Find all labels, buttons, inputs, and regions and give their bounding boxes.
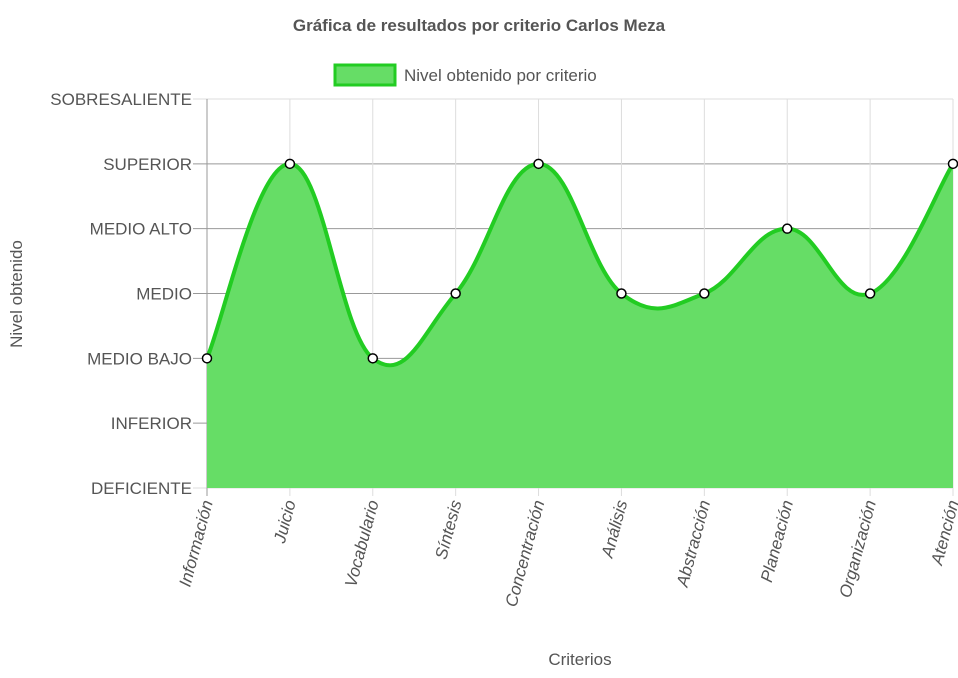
series-line [205,161,955,368]
x-tick-label: Abstracción [673,498,715,590]
y-tick-label: SUPERIOR [103,155,192,174]
data-point-2[interactable] [367,353,379,364]
x-tick-label: Análisis [598,498,632,561]
y-tick-label: MEDIO [136,285,192,304]
data-points[interactable] [201,158,958,364]
data-point-8[interactable] [864,288,876,299]
y-axis-title: Nivel obtenido [7,240,26,348]
y-tick-label: DEFICIENTE [91,479,192,498]
data-point-4[interactable] [533,158,544,170]
y-tick-label: MEDIO BAJO [87,349,192,368]
data-point-3[interactable] [450,288,461,299]
x-tick-label: Síntesis [432,498,466,562]
x-tick-label: Concentración [502,498,549,609]
x-axis-title: Criterios [548,650,611,669]
data-point-0[interactable] [201,353,213,364]
data-point-1[interactable] [284,158,296,170]
y-tick-label: INFERIOR [111,414,192,433]
legend-swatch[interactable] [333,63,397,87]
y-tick-label: SOBRESALIENTE [50,90,192,109]
data-point-7[interactable] [781,223,793,234]
y-tick-label: MEDIO ALTO [90,220,192,239]
y-axis-ticks: DEFICIENTE INFERIOR MEDIO BAJO MEDIO MEDIO A… [50,90,192,498]
chart-title: Gráfica de resultados por criterio Carlo… [293,16,666,35]
x-tick-label: Vocabulario [341,498,382,589]
x-tick-label: Organización [836,498,880,600]
x-tick-label: Atención [927,498,958,568]
data-point-5[interactable] [616,288,627,299]
area-series [205,161,955,488]
x-tick-label: Información [176,498,217,589]
x-tick-label: Juicio [270,498,300,546]
data-point-6[interactable] [699,288,710,299]
x-axis-ticks: Información Juicio Vocabulario Síntesis Conc… [176,498,958,609]
legend[interactable]: Nivel obtenido por criterio [333,63,597,87]
x-tick-label: Planeación [757,498,797,584]
area-fill [207,163,953,488]
legend-label[interactable]: Nivel obtenido por criterio [404,66,597,85]
data-point-9[interactable] [947,158,958,170]
